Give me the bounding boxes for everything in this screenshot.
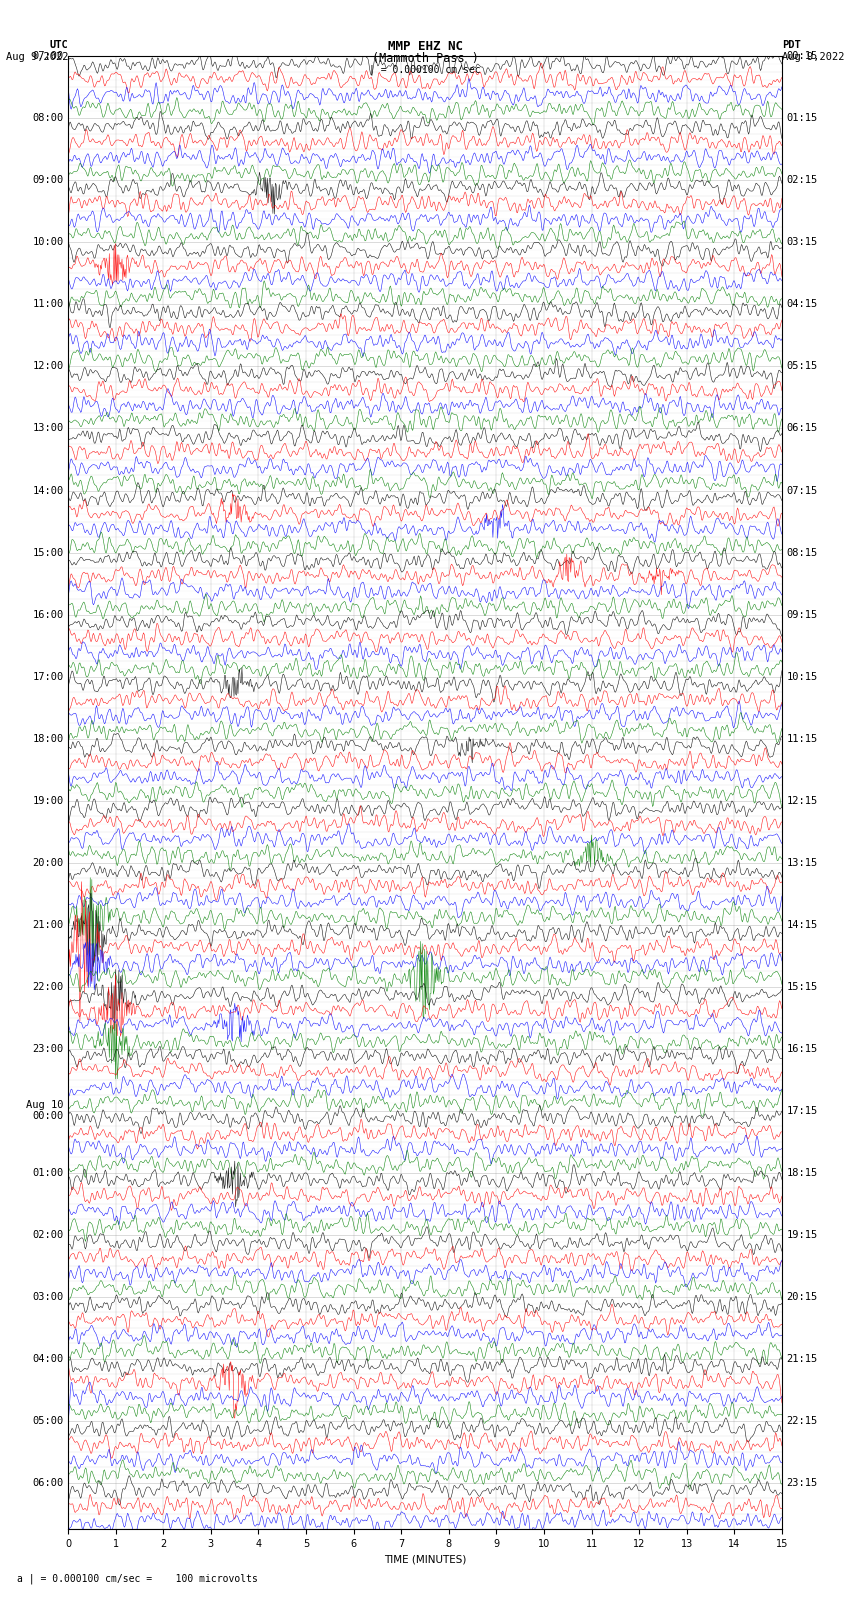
Text: 23:00: 23:00 bbox=[32, 1044, 64, 1053]
Text: 14:00: 14:00 bbox=[32, 486, 64, 495]
Text: 16:15: 16:15 bbox=[786, 1044, 818, 1053]
Text: 14:15: 14:15 bbox=[786, 919, 818, 929]
Text: | = 0.000100 cm/sec: | = 0.000100 cm/sec bbox=[369, 65, 481, 76]
Text: 02:00: 02:00 bbox=[32, 1229, 64, 1239]
Text: 08:15: 08:15 bbox=[786, 547, 818, 558]
Text: 04:00: 04:00 bbox=[32, 1353, 64, 1363]
Text: 12:15: 12:15 bbox=[786, 795, 818, 805]
Text: 22:15: 22:15 bbox=[786, 1416, 818, 1426]
Text: 00:15: 00:15 bbox=[786, 52, 818, 61]
Text: 20:00: 20:00 bbox=[32, 858, 64, 868]
Text: 07:00: 07:00 bbox=[32, 52, 64, 61]
Text: UTC: UTC bbox=[49, 40, 68, 50]
Text: 07:15: 07:15 bbox=[786, 486, 818, 495]
Text: 12:00: 12:00 bbox=[32, 361, 64, 371]
Text: 17:15: 17:15 bbox=[786, 1105, 818, 1116]
Text: 04:15: 04:15 bbox=[786, 300, 818, 310]
Text: 10:00: 10:00 bbox=[32, 237, 64, 247]
Text: 03:15: 03:15 bbox=[786, 237, 818, 247]
Text: a | = 0.000100 cm/sec =    100 microvolts: a | = 0.000100 cm/sec = 100 microvolts bbox=[17, 1573, 258, 1584]
Text: 02:15: 02:15 bbox=[786, 176, 818, 185]
Text: 21:15: 21:15 bbox=[786, 1353, 818, 1363]
Text: 03:00: 03:00 bbox=[32, 1292, 64, 1302]
Text: 20:15: 20:15 bbox=[786, 1292, 818, 1302]
Text: 15:15: 15:15 bbox=[786, 982, 818, 992]
Text: 18:15: 18:15 bbox=[786, 1168, 818, 1177]
Text: PDT: PDT bbox=[782, 40, 801, 50]
Text: 16:00: 16:00 bbox=[32, 610, 64, 619]
Text: 01:15: 01:15 bbox=[786, 113, 818, 124]
Text: 08:00: 08:00 bbox=[32, 113, 64, 124]
Text: 22:00: 22:00 bbox=[32, 982, 64, 992]
Text: 05:15: 05:15 bbox=[786, 361, 818, 371]
Text: Aug 9,2022: Aug 9,2022 bbox=[5, 52, 68, 61]
Text: 09:15: 09:15 bbox=[786, 610, 818, 619]
Text: 13:15: 13:15 bbox=[786, 858, 818, 868]
Text: 19:00: 19:00 bbox=[32, 795, 64, 805]
Text: Aug 9,2022: Aug 9,2022 bbox=[782, 52, 845, 61]
Text: 11:00: 11:00 bbox=[32, 300, 64, 310]
Text: (Mammoth Pass ): (Mammoth Pass ) bbox=[371, 52, 479, 65]
Text: 06:00: 06:00 bbox=[32, 1478, 64, 1487]
Text: 23:15: 23:15 bbox=[786, 1478, 818, 1487]
Text: 21:00: 21:00 bbox=[32, 919, 64, 929]
Text: 09:00: 09:00 bbox=[32, 176, 64, 185]
Text: 19:15: 19:15 bbox=[786, 1229, 818, 1239]
Text: 06:15: 06:15 bbox=[786, 424, 818, 434]
X-axis label: TIME (MINUTES): TIME (MINUTES) bbox=[384, 1555, 466, 1565]
Text: Aug 10
00:00: Aug 10 00:00 bbox=[26, 1100, 64, 1121]
Text: 10:15: 10:15 bbox=[786, 671, 818, 682]
Text: 01:00: 01:00 bbox=[32, 1168, 64, 1177]
Text: 15:00: 15:00 bbox=[32, 547, 64, 558]
Text: 05:00: 05:00 bbox=[32, 1416, 64, 1426]
Text: 13:00: 13:00 bbox=[32, 424, 64, 434]
Text: 18:00: 18:00 bbox=[32, 734, 64, 744]
Text: MMP EHZ NC: MMP EHZ NC bbox=[388, 40, 462, 53]
Text: 17:00: 17:00 bbox=[32, 671, 64, 682]
Text: 11:15: 11:15 bbox=[786, 734, 818, 744]
